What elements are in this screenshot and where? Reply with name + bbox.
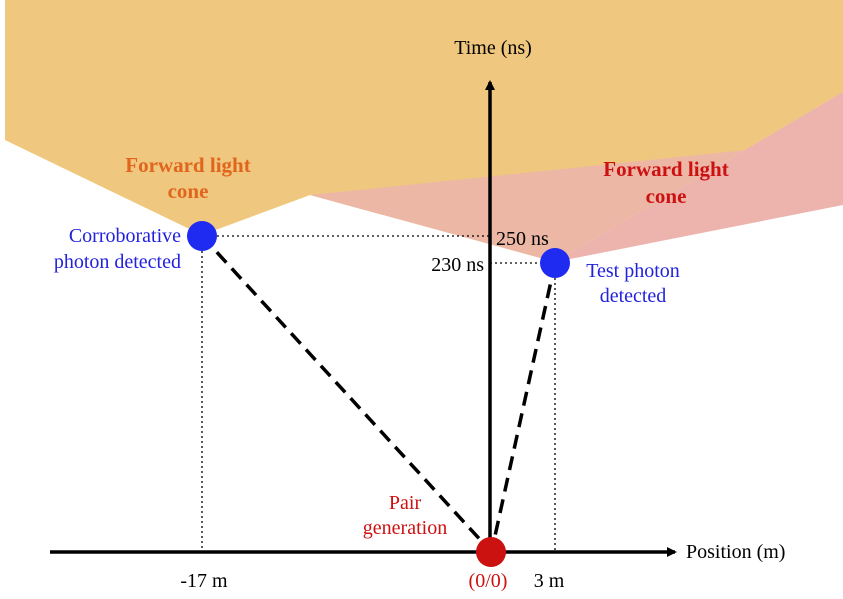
tick-250ns: 250 ns <box>496 228 549 250</box>
test-label-line1: Test photon <box>586 260 680 282</box>
test-label-line2: detected <box>600 285 667 307</box>
right-cone-label-line2: cone <box>646 184 687 208</box>
tick-230ns: 230 ns <box>431 254 484 276</box>
origin-label-line1: Pair <box>389 492 422 514</box>
corroborative-event-dot <box>187 221 217 251</box>
left-cone-label-line2: cone <box>168 179 209 203</box>
cone-overlap-region <box>310 92 843 262</box>
origin-label-line2: generation <box>363 517 447 539</box>
x-axis-label: Position (m) <box>686 541 785 563</box>
worldline-corroborative <box>200 234 487 547</box>
corroborative-label-line2: photon detected <box>54 251 181 273</box>
tick-3m: 3 m <box>534 570 565 592</box>
origin-dot <box>476 537 506 567</box>
worldline-test <box>491 262 557 546</box>
origin-coord-label: (0/0) <box>469 570 508 592</box>
left-cone-label-line1: Forward light <box>125 153 250 177</box>
tick-neg17m: -17 m <box>180 570 228 592</box>
corroborative-label-line1: Corroborative <box>69 225 181 247</box>
test-event-dot <box>540 248 570 278</box>
y-axis-label: Time (ns) <box>454 37 532 59</box>
right-cone-label-line1: Forward light <box>603 157 728 181</box>
